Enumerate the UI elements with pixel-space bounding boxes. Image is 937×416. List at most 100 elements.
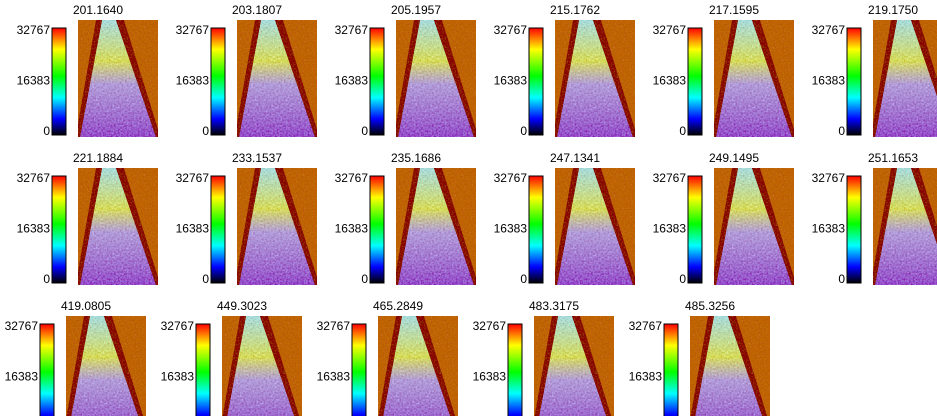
panel: 32767 16383 0 233.1537: [176, 151, 317, 286]
ion-image: [873, 168, 937, 285]
colorbar-tick-label: 32767: [335, 171, 369, 185]
panel-title: 419.0805: [61, 299, 111, 313]
colorbar-tick-label: 0: [679, 124, 686, 138]
sample-region: [875, 168, 937, 285]
panel: 32767 16383 0 247.1341: [494, 151, 635, 286]
colorbar-tick-label: 32767: [335, 23, 369, 37]
colorbar-tick-label: 32767: [176, 171, 210, 185]
colorbar-tick-label: 32767: [494, 23, 528, 37]
colorbar: [369, 175, 385, 284]
panel-title: 485.3256: [685, 299, 735, 313]
panel-title: 217.1595: [709, 3, 759, 17]
ion-image: [222, 316, 302, 416]
panel-title: 205.1957: [391, 3, 441, 17]
panel-title: 465.2849: [373, 299, 423, 313]
ion-image: [396, 20, 476, 137]
ion-image: [555, 168, 635, 285]
colorbar: [846, 27, 862, 136]
colorbar-tick-label: 32767: [812, 171, 846, 185]
ion-image: [237, 20, 317, 137]
colorbar: [528, 175, 544, 284]
panel: 32767 16383 0 201.1640: [17, 3, 158, 138]
colorbar-tick-label: 16383: [17, 222, 51, 236]
panel-title: 235.1686: [391, 151, 441, 165]
panel: 32767 16383 0 215.1762: [494, 3, 635, 138]
colorbar: [195, 323, 211, 416]
colorbar-tick-label: 16383: [176, 222, 210, 236]
sample-region: [716, 168, 792, 285]
panel: 32767 16383 0 221.1884: [17, 151, 158, 286]
panel: 32767 16383 0 235.1686: [335, 151, 476, 286]
colorbar-tick-label: 16383: [17, 74, 51, 88]
colorbar-tick-label: 0: [361, 272, 368, 286]
colorbar: [39, 323, 55, 416]
colorbar-tick-label: 0: [361, 124, 368, 138]
panel-title: 249.1495: [709, 151, 759, 165]
colorbar-tick-label: 32767: [653, 23, 687, 37]
panel: 32767 16383 0 217.1595: [653, 3, 794, 138]
colorbar: [51, 175, 67, 284]
colorbar-tick-label: 0: [838, 124, 845, 138]
colorbar: [210, 175, 226, 284]
panel-title: 215.1762: [550, 3, 600, 17]
sample-region: [227, 316, 295, 416]
panel-title: 203.1807: [232, 3, 282, 17]
colorbar-tick-label: 0: [202, 124, 209, 138]
colorbar: [507, 323, 523, 416]
sample-region: [383, 316, 451, 416]
ion-image: [396, 168, 476, 285]
ion-image: [78, 20, 158, 137]
colorbar-tick-label: 32767: [629, 319, 663, 333]
colorbar-tick-label: 0: [520, 272, 527, 286]
colorbar-tick-label: 16383: [5, 370, 39, 384]
ion-image: [378, 316, 458, 416]
panel: 32767 16383 0 249.1495: [653, 151, 794, 286]
colorbar-tick-label: 16383: [335, 74, 369, 88]
sample-region: [695, 316, 763, 416]
colorbar-tick-label: 32767: [473, 319, 507, 333]
panel-title: 201.1640: [73, 3, 123, 17]
sample-region: [398, 168, 474, 285]
ion-image: [534, 316, 614, 416]
sample-region: [239, 20, 315, 137]
colorbar-tick-label: 32767: [17, 171, 51, 185]
colorbar-tick-label: 16383: [494, 222, 528, 236]
panel: 32767 16383 0 203.1807: [176, 3, 317, 138]
colorbar: [210, 27, 226, 136]
colorbar-tick-label: 32767: [176, 23, 210, 37]
sample-region: [716, 20, 792, 137]
sample-region: [80, 20, 156, 137]
colorbar: [687, 27, 703, 136]
panel-title: 219.1750: [868, 3, 918, 17]
colorbar-tick-label: 32767: [17, 23, 51, 37]
panel: 32767 16383 0 205.1957: [335, 3, 476, 138]
colorbar-tick-label: 0: [202, 272, 209, 286]
panel-title: 247.1341: [550, 151, 600, 165]
panel: 32767163830485.3256: [629, 299, 770, 416]
colorbar: [687, 175, 703, 284]
colorbar-tick-label: 32767: [161, 319, 195, 333]
sample-region: [239, 168, 315, 285]
sample-region: [71, 316, 139, 416]
ion-image: [873, 20, 937, 137]
colorbar-tick-label: 16383: [653, 222, 687, 236]
panel: 32767 16383 0 251.1653: [812, 151, 937, 286]
panel: 32767163830449.3023: [161, 299, 302, 416]
colorbar-tick-label: 16383: [161, 370, 195, 384]
panel: 32767 16383 0 219.1750: [812, 3, 937, 138]
colorbar: [663, 323, 679, 416]
panel: 32767163830419.0805: [5, 299, 146, 416]
colorbar-tick-label: 16383: [812, 74, 846, 88]
colorbar-tick-label: 0: [679, 272, 686, 286]
colorbar-tick-label: 0: [43, 272, 50, 286]
panel-title: 221.1884: [73, 151, 123, 165]
sample-region: [539, 316, 607, 416]
colorbar-tick-label: 32767: [494, 171, 528, 185]
sample-region: [80, 168, 156, 285]
ion-image: [555, 20, 635, 137]
ion-image: [714, 20, 794, 137]
colorbar: [369, 27, 385, 136]
panel-title: 251.1653: [868, 151, 918, 165]
colorbar-tick-label: 16383: [653, 74, 687, 88]
